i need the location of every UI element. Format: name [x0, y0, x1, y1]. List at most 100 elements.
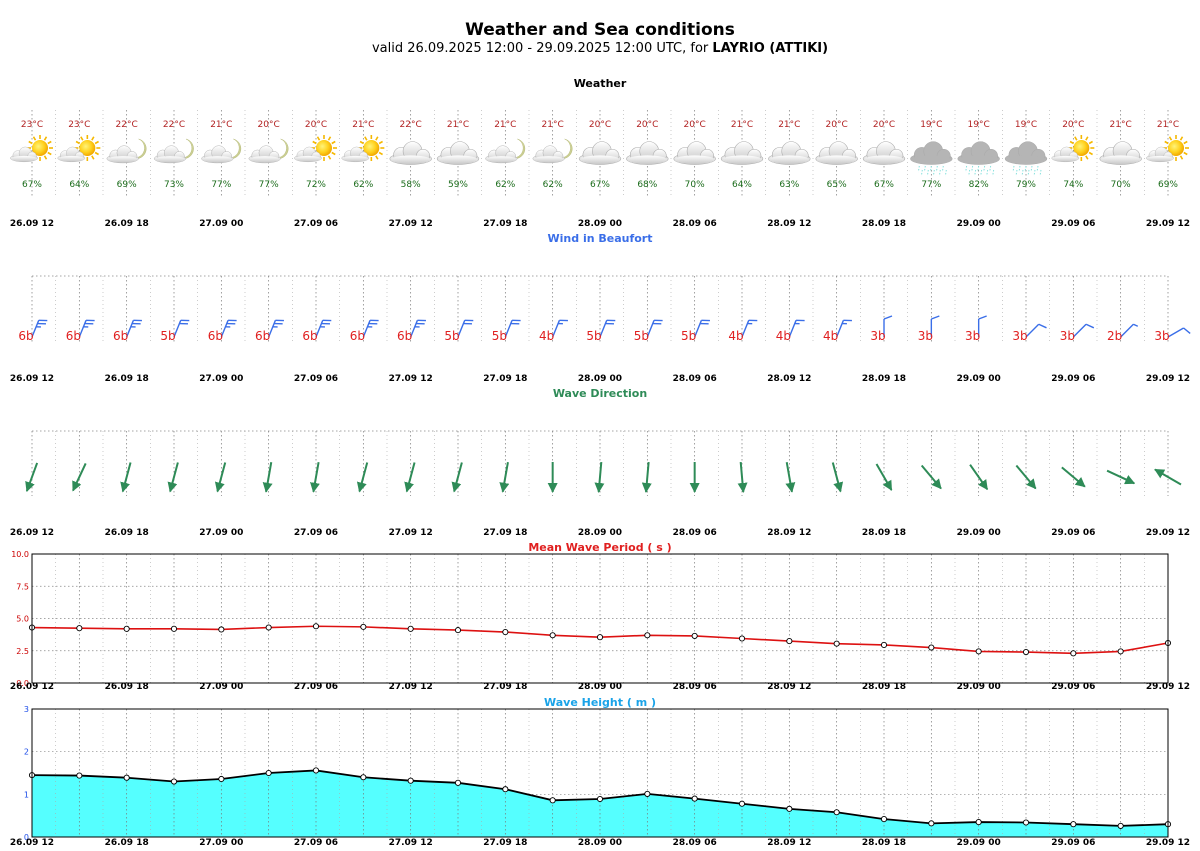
time-axis-label: 28.09 12 [767, 374, 811, 384]
temperature-label: 21°C [778, 120, 800, 130]
data-point [833, 809, 840, 816]
rain-icon [917, 165, 947, 177]
time-axis-label: 26.09 18 [105, 374, 149, 384]
time-axis-label: 29.09 06 [1051, 682, 1095, 692]
time-axis-label: 28.09 00 [578, 528, 622, 538]
beaufort-label: 6b [18, 329, 33, 343]
y-tick-label: 3 [24, 705, 29, 714]
data-point [1117, 648, 1124, 655]
data-point [786, 805, 793, 812]
wave-direction-arrow [404, 462, 416, 493]
data-point [1117, 822, 1124, 829]
wind-barb [930, 315, 940, 337]
time-axis-label: 27.09 06 [294, 528, 338, 538]
subtitle-validity: valid 26.09.2025 12:00 - 29.09.2025 12:0… [371, 41, 713, 56]
cloud-icon [910, 141, 953, 165]
time-axis-label: 27.09 18 [483, 374, 527, 384]
data-point [454, 627, 462, 634]
time-axis-label: 26.09 18 [105, 682, 149, 692]
temperature-label: 19°C [920, 120, 942, 130]
beaufort-label: 6b [350, 329, 365, 343]
time-axis-label: 29.09 00 [957, 219, 1001, 229]
y-tick-label: 2 [24, 748, 29, 757]
cloud-icon [626, 141, 669, 165]
wind-barb [741, 319, 758, 338]
wind-panel-title: Wind in Beaufort [548, 232, 653, 245]
y-tick-label: 7.5 [16, 582, 29, 591]
wave-direction-arrow [785, 462, 796, 493]
time-axis-label: 27.09 00 [199, 838, 243, 848]
wave-direction-arrow [1154, 468, 1182, 486]
beaufort-label: 4b [776, 329, 791, 343]
humidity-label: 67% [22, 180, 42, 190]
cloud-icon [815, 141, 858, 165]
beaufort-label: 6b [397, 329, 412, 343]
wind-barb [646, 319, 663, 338]
time-axis-label: 27.09 00 [199, 682, 243, 692]
rain-cloud-icon [910, 141, 953, 177]
humidity-label: 79% [1016, 180, 1036, 190]
time-axis-label: 27.09 12 [389, 219, 433, 229]
cloud-icon [1099, 141, 1142, 165]
time-axis-label: 26.09 12 [10, 682, 54, 692]
wave-direction-arrow [1061, 466, 1086, 488]
wind-barb [552, 319, 568, 338]
beaufort-label: 5b [634, 329, 649, 343]
time-axis-label: 29.09 06 [1051, 838, 1095, 848]
y-tick-label: 1 [24, 790, 29, 799]
temperature-label: 21°C [731, 120, 753, 130]
wind-barb [694, 319, 710, 338]
time-axis-label: 27.09 00 [199, 374, 243, 384]
y-tick-label: 2.5 [16, 647, 29, 656]
moon-cloud-icon [201, 138, 242, 164]
data-point [312, 767, 320, 774]
time-axis-label: 29.09 12 [1146, 374, 1190, 384]
wave-direction-arrow [167, 462, 179, 493]
wave-height-panel: 0 1 2 3 [24, 705, 1172, 842]
wind-barb [977, 315, 987, 337]
humidity-label: 58% [401, 180, 421, 190]
y-tick-label: 0.0 [16, 679, 29, 688]
humidity-label: 77% [211, 180, 231, 190]
time-axis-label: 27.09 00 [199, 219, 243, 229]
moon-cloud-icon [248, 138, 289, 164]
rain-icon [1012, 165, 1042, 177]
wave-direction-arrow [310, 462, 320, 493]
rain-cloud-icon [1004, 141, 1048, 177]
time-axis-label: 26.09 18 [105, 838, 149, 848]
plot-frame [31, 553, 1169, 684]
time-axis-label: 28.09 12 [767, 682, 811, 692]
temperature-label: 20°C [873, 120, 895, 130]
cloud-icon [862, 141, 906, 165]
wave-direction-arrow [831, 462, 844, 493]
wave-direction-arrow [120, 462, 132, 493]
wave-direction-arrow [641, 461, 652, 493]
data-point [596, 634, 604, 641]
wind-barb [315, 319, 332, 338]
wind-barb [126, 319, 142, 338]
wave-direction-arrow [875, 463, 893, 491]
data-point [644, 632, 651, 639]
beaufort-label: 3b [870, 329, 885, 343]
wave-direction-arrow [72, 462, 87, 492]
data-point [1070, 821, 1077, 828]
time-axis-label: 27.09 06 [294, 682, 338, 692]
wind-barb [268, 319, 284, 338]
page-title: Weather and Sea conditions [465, 20, 735, 40]
data-point [407, 777, 414, 784]
beaufort-label: 3b [965, 329, 980, 343]
humidity-label: 62% [495, 180, 515, 190]
beaufort-label: 2b [1107, 329, 1122, 343]
data-point [170, 625, 178, 632]
data-point [123, 774, 130, 781]
cloud-icon [106, 145, 139, 164]
wind-barb [1120, 323, 1139, 338]
subtitle-location: LAYRIO (ATTIKI) [712, 41, 829, 56]
beaufort-label: 4b [823, 329, 838, 343]
data-point [265, 624, 272, 631]
time-axis-label: 29.09 12 [1146, 219, 1190, 229]
data-point [170, 778, 178, 785]
wave-direction-arrow [451, 462, 463, 493]
wave-direction-arrow [920, 464, 942, 490]
